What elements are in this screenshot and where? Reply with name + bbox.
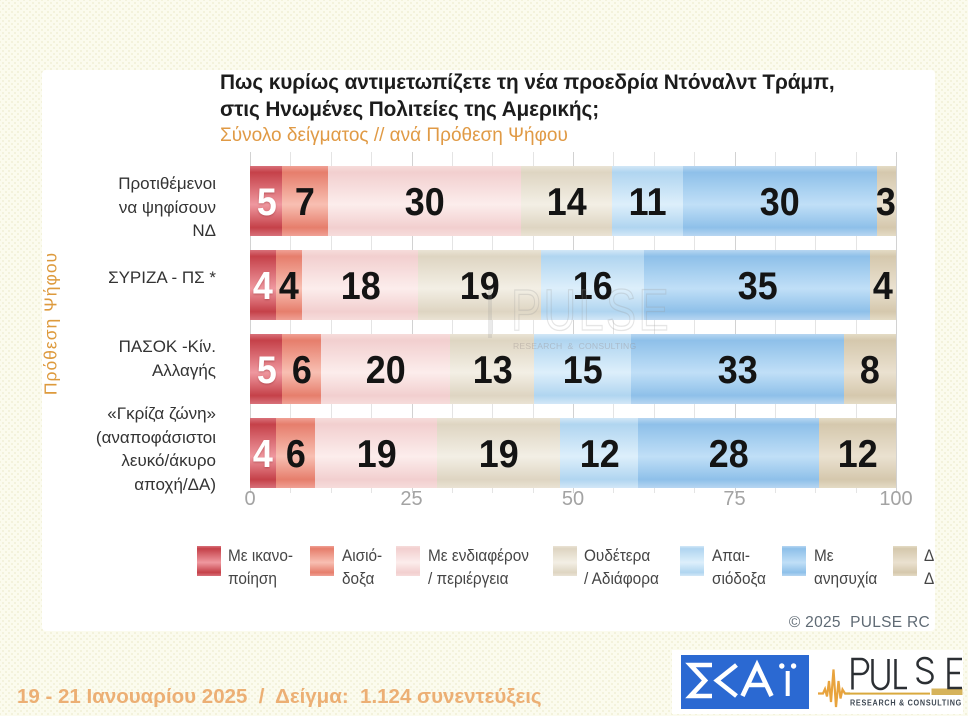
svg-text:RESEARCH & CONSULTING: RESEARCH & CONSULTING xyxy=(850,699,962,708)
